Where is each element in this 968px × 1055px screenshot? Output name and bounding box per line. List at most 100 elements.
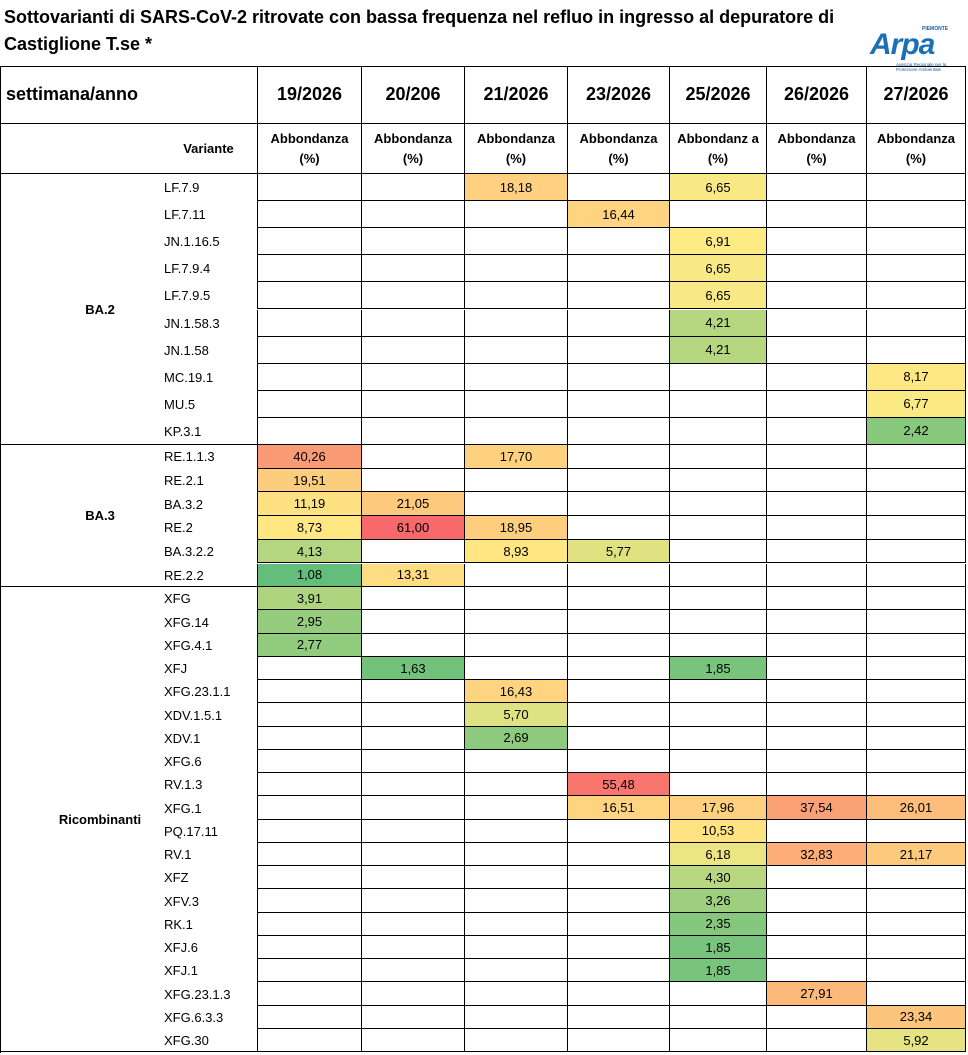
empty-cell [465,563,568,588]
empty-cell [258,726,362,750]
variant-cell: RE.1.1.3 [160,445,258,469]
week-header: 23/2026 [568,66,670,124]
empty-cell [670,773,767,797]
empty-cell [568,633,670,657]
empty-cell [767,468,867,493]
empty-cell [767,539,867,564]
empty-cell [465,610,568,634]
empty-cell [767,703,867,727]
empty-cell [258,842,362,867]
empty-cell [867,935,966,960]
empty-cell [767,228,867,256]
empty-cell [258,309,362,337]
empty-cell [767,516,867,540]
empty-cell [362,959,465,983]
empty-cell [362,228,465,256]
empty-cell [568,819,670,843]
empty-cell [258,1028,362,1053]
value-cell: 2,77 [258,633,362,657]
empty-cell [670,201,767,229]
empty-cell [465,842,568,867]
empty-cell [568,749,670,774]
empty-cell [465,468,568,493]
empty-cell [362,773,465,797]
value-cell: 5,77 [568,539,670,564]
empty-cell [465,417,568,445]
value-cell: 6,65 [670,255,767,283]
empty-cell [568,726,670,750]
empty-cell [670,587,767,611]
empty-cell [867,539,966,564]
empty-cell [867,201,966,229]
empty-cell [767,363,867,391]
value-cell: 11,19 [258,492,362,517]
empty-cell [258,255,362,283]
value-cell: 6,65 [670,282,767,310]
empty-cell [568,959,670,983]
logo: PIEMONTE Arpa Agenzia Regionale per la P… [866,24,964,74]
measure-header: Abbondanz a (%) [670,124,767,174]
variant-cell: RE.2 [160,516,258,540]
group-separator [160,586,258,588]
variant-cell: PQ.17.11 [160,819,258,843]
empty-cell [465,363,568,391]
variant-cell: KP.3.1 [160,417,258,445]
empty-cell [767,610,867,634]
empty-cell [670,492,767,517]
empty-cell [767,935,867,960]
empty-cell [670,417,767,445]
empty-cell [362,749,465,774]
empty-cell [362,174,465,202]
empty-cell [670,610,767,634]
variant-cell: LF.7.9.5 [160,282,258,310]
week-header: 27/2026 [867,66,966,124]
empty-cell [767,174,867,202]
value-cell: 16,43 [465,680,568,704]
empty-cell [767,959,867,983]
empty-cell [767,819,867,843]
empty-cell [767,336,867,364]
value-cell: 40,26 [258,445,362,469]
value-cell: 19,51 [258,468,362,493]
variant-cell: RV.1.3 [160,773,258,797]
empty-cell [362,912,465,936]
empty-cell [465,228,568,256]
empty-cell [867,959,966,983]
empty-cell [767,749,867,774]
value-cell: 27,91 [767,982,867,1006]
empty-cell [867,492,966,517]
value-cell: 2,42 [867,417,966,445]
empty-cell [767,255,867,283]
empty-cell [670,680,767,704]
empty-cell [568,492,670,517]
value-cell: 1,63 [362,656,465,681]
empty-cell [568,390,670,418]
empty-cell [362,819,465,843]
empty-cell [258,363,362,391]
empty-cell [670,390,767,418]
empty-cell [465,889,568,913]
empty-cell [362,201,465,229]
variant-cell: XDV.1.5.1 [160,703,258,727]
empty-cell [362,633,465,657]
empty-cell [465,959,568,983]
empty-cell [867,680,966,704]
empty-cell [465,390,568,418]
empty-cell [362,445,465,469]
empty-cell [362,680,465,704]
empty-cell [362,889,465,913]
value-cell: 4,21 [670,309,767,337]
empty-cell [867,982,966,1006]
empty-cell [465,633,568,657]
empty-cell [568,336,670,364]
logo-name: Arpa [870,28,935,61]
week-header: 26/2026 [767,66,867,124]
empty-cell [465,982,568,1006]
table-frame [0,66,966,1053]
variant-cell: LF.7.9 [160,174,258,202]
empty-cell [867,309,966,337]
empty-cell [867,228,966,256]
empty-cell [767,201,867,229]
empty-cell [568,866,670,890]
measure-header: Abbondanza (%) [767,124,867,174]
